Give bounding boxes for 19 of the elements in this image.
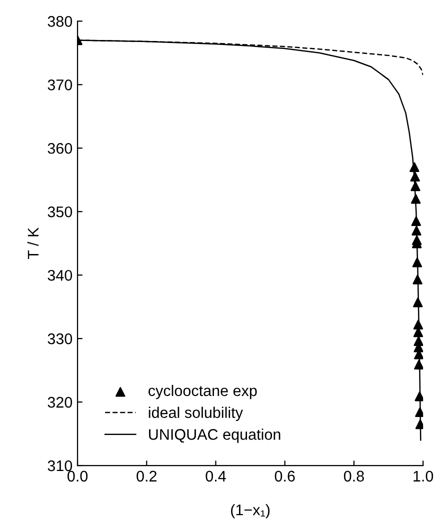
x-tick-label: 0.2 [136, 470, 156, 482]
x-tick-label: 0.0 [68, 470, 88, 482]
y-tick-label: 330 [48, 333, 72, 344]
legend-label: ideal solubility [148, 406, 243, 421]
y-tick-label: 350 [48, 206, 72, 218]
legend-label: UNIQUAC equation [149, 428, 280, 443]
y-tick-label: 380 [48, 16, 72, 27]
x-tick-label: 0.4 [206, 470, 226, 482]
y-tick-label: 340 [48, 270, 72, 281]
x-tick-label: 0.8 [344, 470, 364, 482]
x-axis-title: (1−x₁) [231, 504, 270, 518]
y-tick-label: 370 [48, 80, 72, 90]
x-tick-label: 1.0 [414, 470, 434, 482]
y-axis-title: T / K [27, 228, 39, 259]
x-tick-label: 0.6 [274, 470, 295, 482]
legend-label: cyclooctane exp [148, 384, 257, 400]
y-tick-label: 320 [48, 396, 72, 408]
y-tick-label: 310 [48, 460, 72, 472]
y-tick-label: 360 [48, 142, 72, 154]
